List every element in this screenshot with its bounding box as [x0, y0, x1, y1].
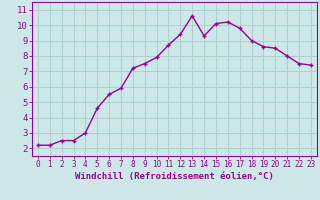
X-axis label: Windchill (Refroidissement éolien,°C): Windchill (Refroidissement éolien,°C) [75, 172, 274, 181]
